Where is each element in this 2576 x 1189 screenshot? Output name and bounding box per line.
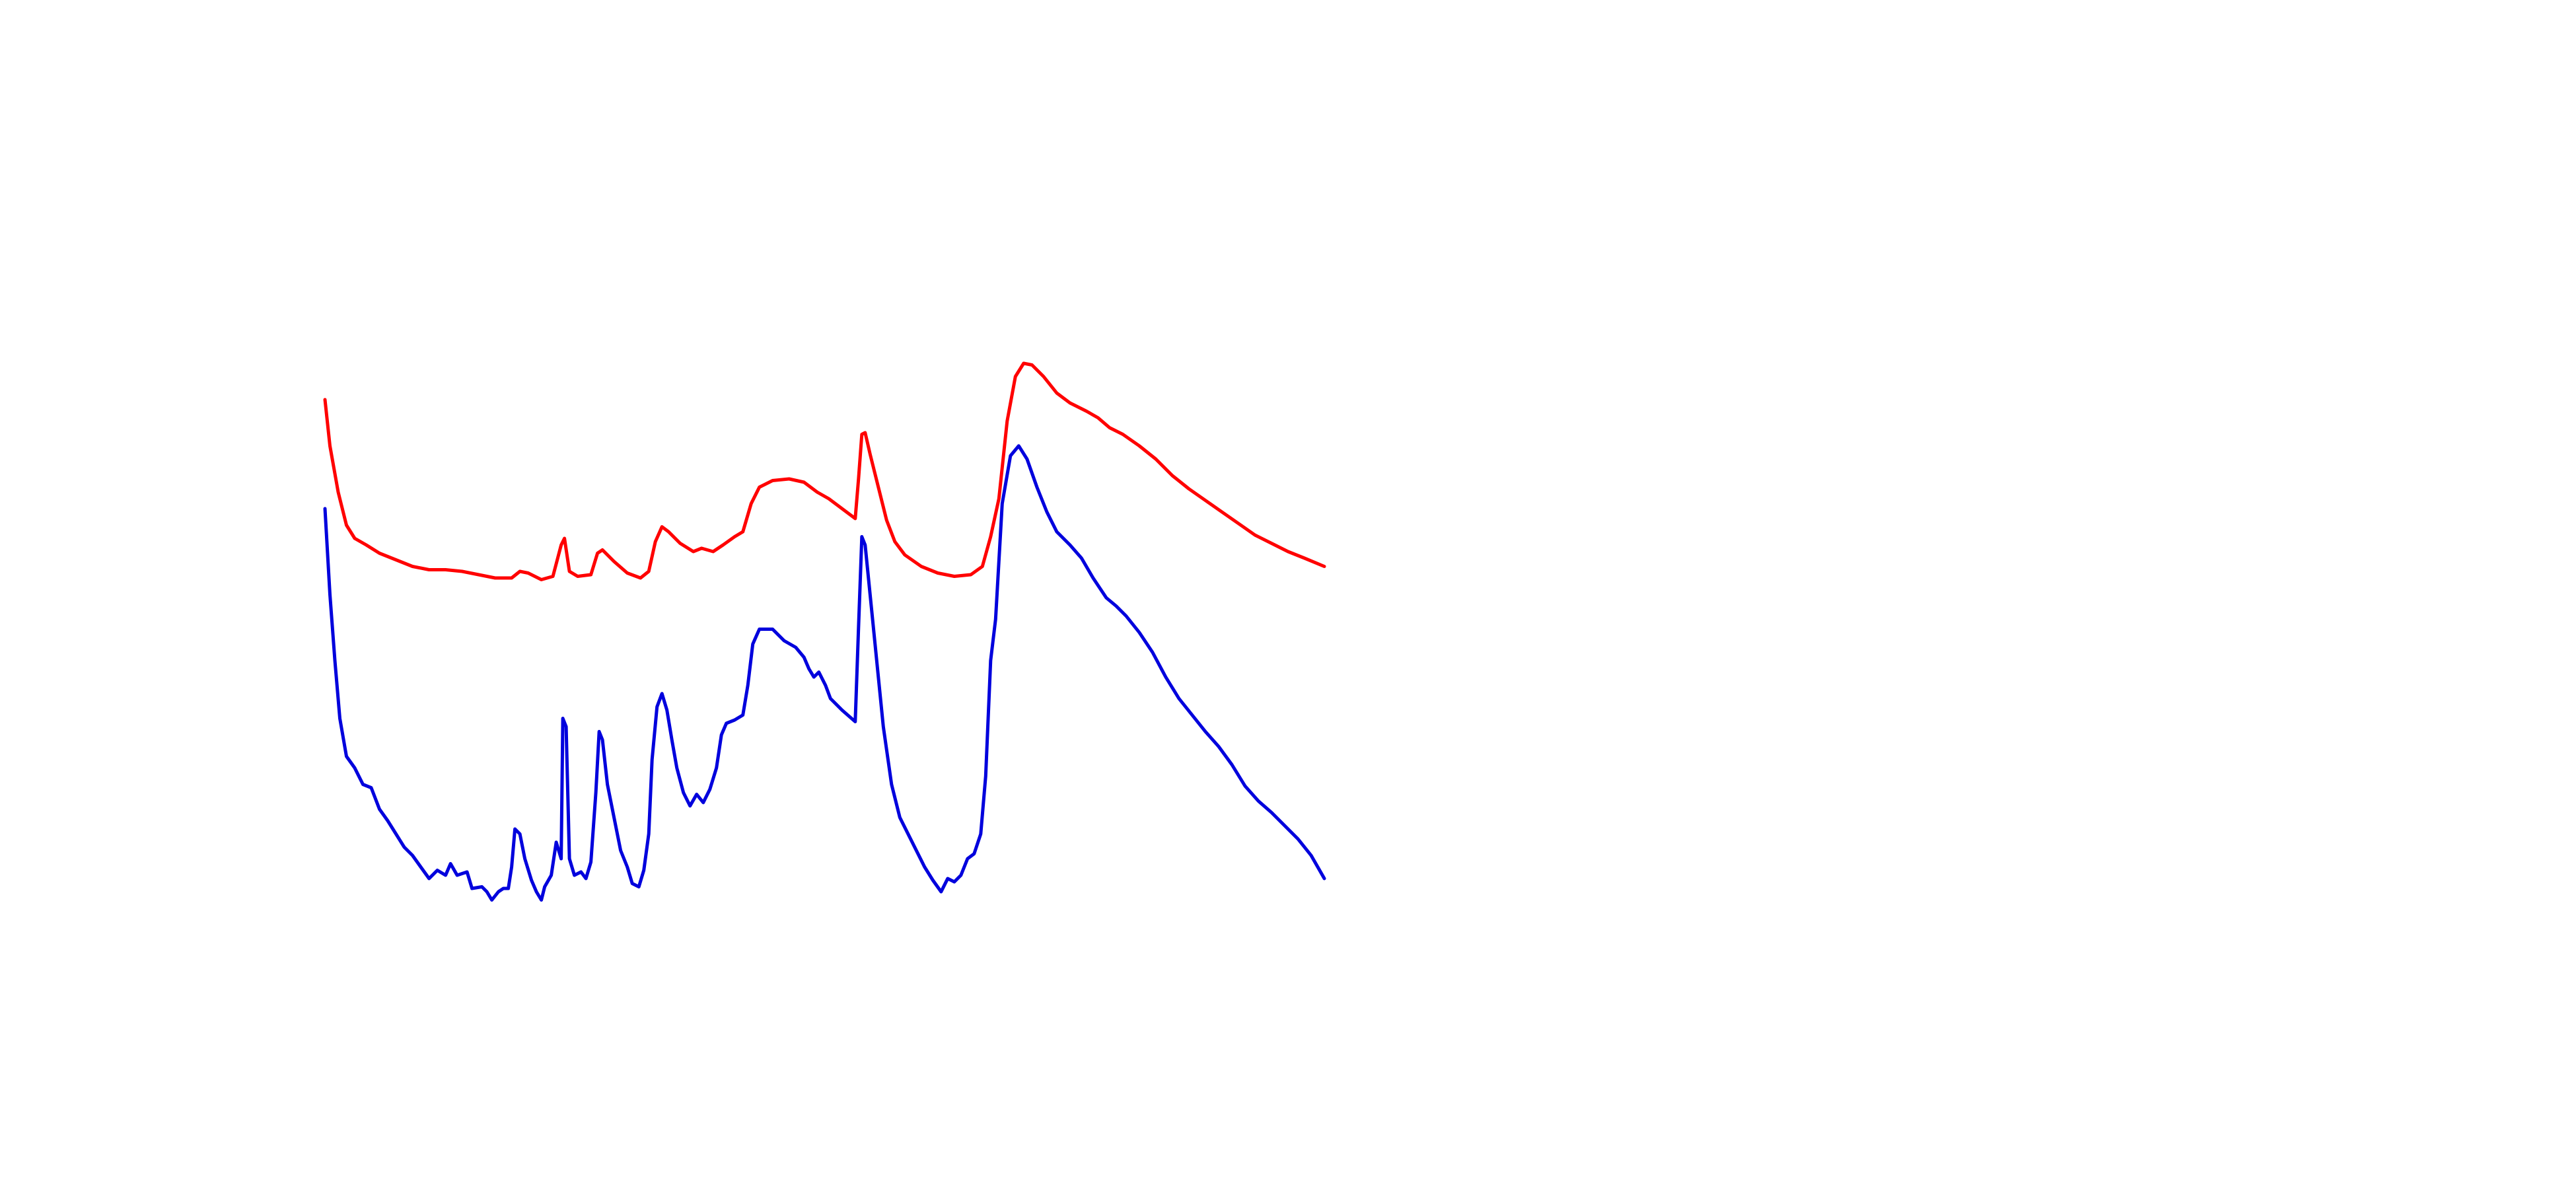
line-series [323,361,1326,581]
line-series [323,444,1326,902]
